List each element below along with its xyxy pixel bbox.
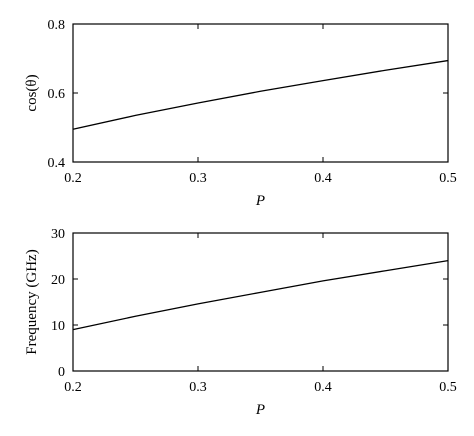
x-tick-label-bottom-3: 0.5 bbox=[439, 380, 457, 395]
series-line-top-0 bbox=[72, 59, 449, 130]
y-tick-label-top-2: 0.8 bbox=[48, 18, 66, 33]
series-line-bottom-0 bbox=[72, 259, 449, 331]
plot-frame-top bbox=[72, 23, 449, 163]
y-axis-label-bottom: Frequency (GHz) bbox=[24, 249, 40, 354]
x-axis-label-bottom: P bbox=[255, 402, 265, 418]
y-tick-label-bottom-2: 20 bbox=[51, 273, 65, 288]
plot-frame-bottom bbox=[72, 232, 449, 372]
y-axis-label-top: cos(θ) bbox=[24, 74, 40, 111]
y-tick-label-bottom-0: 0 bbox=[58, 365, 65, 380]
y-tick-label-bottom-1: 10 bbox=[51, 319, 65, 334]
x-tick-label-bottom-1: 0.3 bbox=[189, 380, 207, 395]
x-axis-label-top: P bbox=[255, 193, 265, 209]
y-tick-label-bottom-3: 30 bbox=[51, 227, 65, 242]
y-tick-label-top-1: 0.6 bbox=[48, 87, 66, 102]
y-tick-label-top-0: 0.4 bbox=[48, 156, 66, 171]
chart-panel-bottom: 0.2 0.3 0.4 0.5 0 10 20 30 P Frequency (GHz) bbox=[24, 227, 457, 418]
x-tick-label-top-0: 0.2 bbox=[64, 171, 82, 186]
x-tick-label-top-3: 0.5 bbox=[439, 171, 457, 186]
x-tick-label-bottom-0: 0.2 bbox=[64, 380, 82, 395]
x-tick-label-top-2: 0.4 bbox=[314, 171, 332, 186]
x-tick-label-bottom-2: 0.4 bbox=[314, 380, 332, 395]
x-tick-label-top-1: 0.3 bbox=[189, 171, 207, 186]
